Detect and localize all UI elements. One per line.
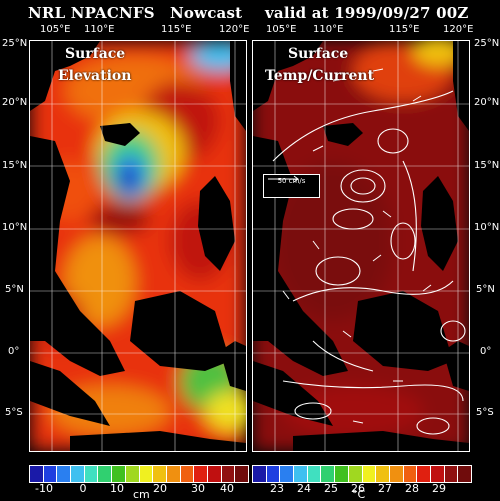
lat-label-25n-right: 25°N xyxy=(474,38,500,49)
temp-tick-24: 24 xyxy=(297,482,311,495)
elevation-colorbar-swatch xyxy=(30,466,44,482)
temperature-colorbar-swatch xyxy=(307,466,322,482)
land-indochina xyxy=(30,136,125,376)
elevation-colorbar-swatch xyxy=(84,466,99,482)
temperature-colorbar xyxy=(252,465,472,483)
land-java xyxy=(70,431,246,451)
elevation-colorbar-swatch xyxy=(153,466,167,482)
lon-label-110-left: 110°E xyxy=(84,24,115,35)
lat-label-25n-left: 25°N xyxy=(2,38,28,49)
surface-temp-current-map: Surface Temp/Current 50 cm/s xyxy=(252,40,470,452)
lat-label-5s-left: 5°S xyxy=(5,407,23,418)
elev-tick-0: 0 xyxy=(79,482,87,495)
lon-label-120-right: 120°E xyxy=(443,24,474,35)
temp-label-line1: Surface xyxy=(288,46,349,62)
temp-tick-23: 23 xyxy=(270,482,284,495)
elevation-colorbar xyxy=(29,465,249,483)
temperature-colorbar-swatch xyxy=(362,466,377,482)
temperature-colorbar-swatch xyxy=(294,466,308,482)
surface-elevation-map: Surface Elevation xyxy=(29,40,247,452)
lat-label-10n-right: 10°N xyxy=(474,222,500,233)
land-hainan xyxy=(100,123,140,146)
lat-label-20n-left: 20°N xyxy=(2,97,28,108)
temp-tick-25: 25 xyxy=(324,482,338,495)
lat-label-5n-left: 5°N xyxy=(5,284,24,295)
lon-label-115-right: 115°E xyxy=(389,24,420,35)
temp-tick-29: 29 xyxy=(432,482,446,495)
temperature-colorbar-swatch xyxy=(321,466,336,482)
temperature-colorbar-swatch xyxy=(335,466,349,482)
temperature-colorbar-swatch xyxy=(376,466,390,482)
lon-label-115-left: 115°E xyxy=(161,24,192,35)
lat-label-20n-right: 20°N xyxy=(474,97,500,108)
model-title: NRL NPACNFS xyxy=(28,4,155,22)
elevation-colorbar-swatch xyxy=(180,466,195,482)
lon-label-105-right: 105°E xyxy=(266,24,297,35)
elevation-colorbar-swatch xyxy=(166,466,181,482)
land-philippines xyxy=(198,176,235,271)
elev-tick-10: 10 xyxy=(110,482,124,495)
temp-tick-28: 28 xyxy=(405,482,419,495)
lon-label-110-right: 110°E xyxy=(313,24,344,35)
elevation-colorbar-swatch xyxy=(43,466,58,482)
temperature-colorbar-swatch xyxy=(280,466,295,482)
elevation-colorbar-swatch xyxy=(194,466,208,482)
elev-tick-40: 40 xyxy=(220,482,234,495)
vector-scale-label: 50 cm/s xyxy=(277,177,306,185)
temperature-unit: °C xyxy=(352,488,366,501)
elevation-label-line2: Elevation xyxy=(58,68,132,84)
elev-tick-30: 30 xyxy=(191,482,205,495)
lat-label-0-right: 0° xyxy=(480,346,492,357)
elevation-colorbar-swatch xyxy=(98,466,113,482)
temperature-colorbar-swatch xyxy=(403,466,418,482)
elevation-colorbar-swatch xyxy=(221,466,236,482)
elev-tick-minus10: -10 xyxy=(35,482,53,495)
valid-time: valid at 1999/09/27 00Z xyxy=(265,4,469,22)
lon-label-120-left: 120°E xyxy=(219,24,250,35)
temperature-colorbar-swatch xyxy=(458,466,471,482)
temperature-colorbar-swatch xyxy=(389,466,404,482)
temperature-colorbar-swatch xyxy=(266,466,281,482)
land-borneo xyxy=(130,291,230,371)
forecast-kind: Nowcast xyxy=(170,4,243,22)
lat-label-5s-right: 5°S xyxy=(476,407,494,418)
land-taiwan xyxy=(230,41,246,131)
land-china xyxy=(30,41,100,111)
temp-tick-27: 27 xyxy=(378,482,392,495)
temp-tick-26: 26 xyxy=(351,482,365,495)
land-sulawesi xyxy=(220,341,246,391)
vector-scale-key: 50 cm/s xyxy=(263,174,320,198)
land-sumatra xyxy=(30,361,110,426)
vector-scale-arrow-icon xyxy=(268,175,299,183)
elevation-colorbar-swatch xyxy=(57,466,72,482)
temperature-field xyxy=(253,41,469,451)
elevation-colorbar-swatch xyxy=(235,466,248,482)
grid-lines-right xyxy=(253,41,469,451)
temperature-colorbar-swatch xyxy=(430,466,445,482)
elevation-colorbar-swatch xyxy=(112,466,126,482)
current-streamlines xyxy=(272,90,466,435)
lon-label-105-left: 105°E xyxy=(40,24,71,35)
elevation-colorbar-swatch xyxy=(125,466,140,482)
lat-label-0-left: 0° xyxy=(8,346,20,357)
elevation-unit: cm xyxy=(133,488,150,501)
lat-label-15n-left: 15°N xyxy=(2,160,28,171)
temperature-colorbar-swatch xyxy=(348,466,363,482)
elevation-colorbar-swatch xyxy=(207,466,222,482)
current-arrows xyxy=(282,68,432,424)
temp-label-line2: Temp/Current xyxy=(265,68,375,84)
elevation-colorbar-swatch xyxy=(71,466,85,482)
temperature-colorbar-swatch xyxy=(253,466,267,482)
elevation-field xyxy=(30,41,246,451)
elev-tick-20: 20 xyxy=(153,482,167,495)
temperature-colorbar-swatch xyxy=(417,466,431,482)
lat-label-15n-right: 15°N xyxy=(474,160,500,171)
grid-lines xyxy=(30,41,246,451)
lat-label-5n-right: 5°N xyxy=(476,284,495,295)
elevation-colorbar-swatch xyxy=(139,466,154,482)
temperature-colorbar-swatch xyxy=(444,466,459,482)
elevation-label-line1: Surface xyxy=(65,46,126,62)
lat-label-10n-left: 10°N xyxy=(2,222,28,233)
